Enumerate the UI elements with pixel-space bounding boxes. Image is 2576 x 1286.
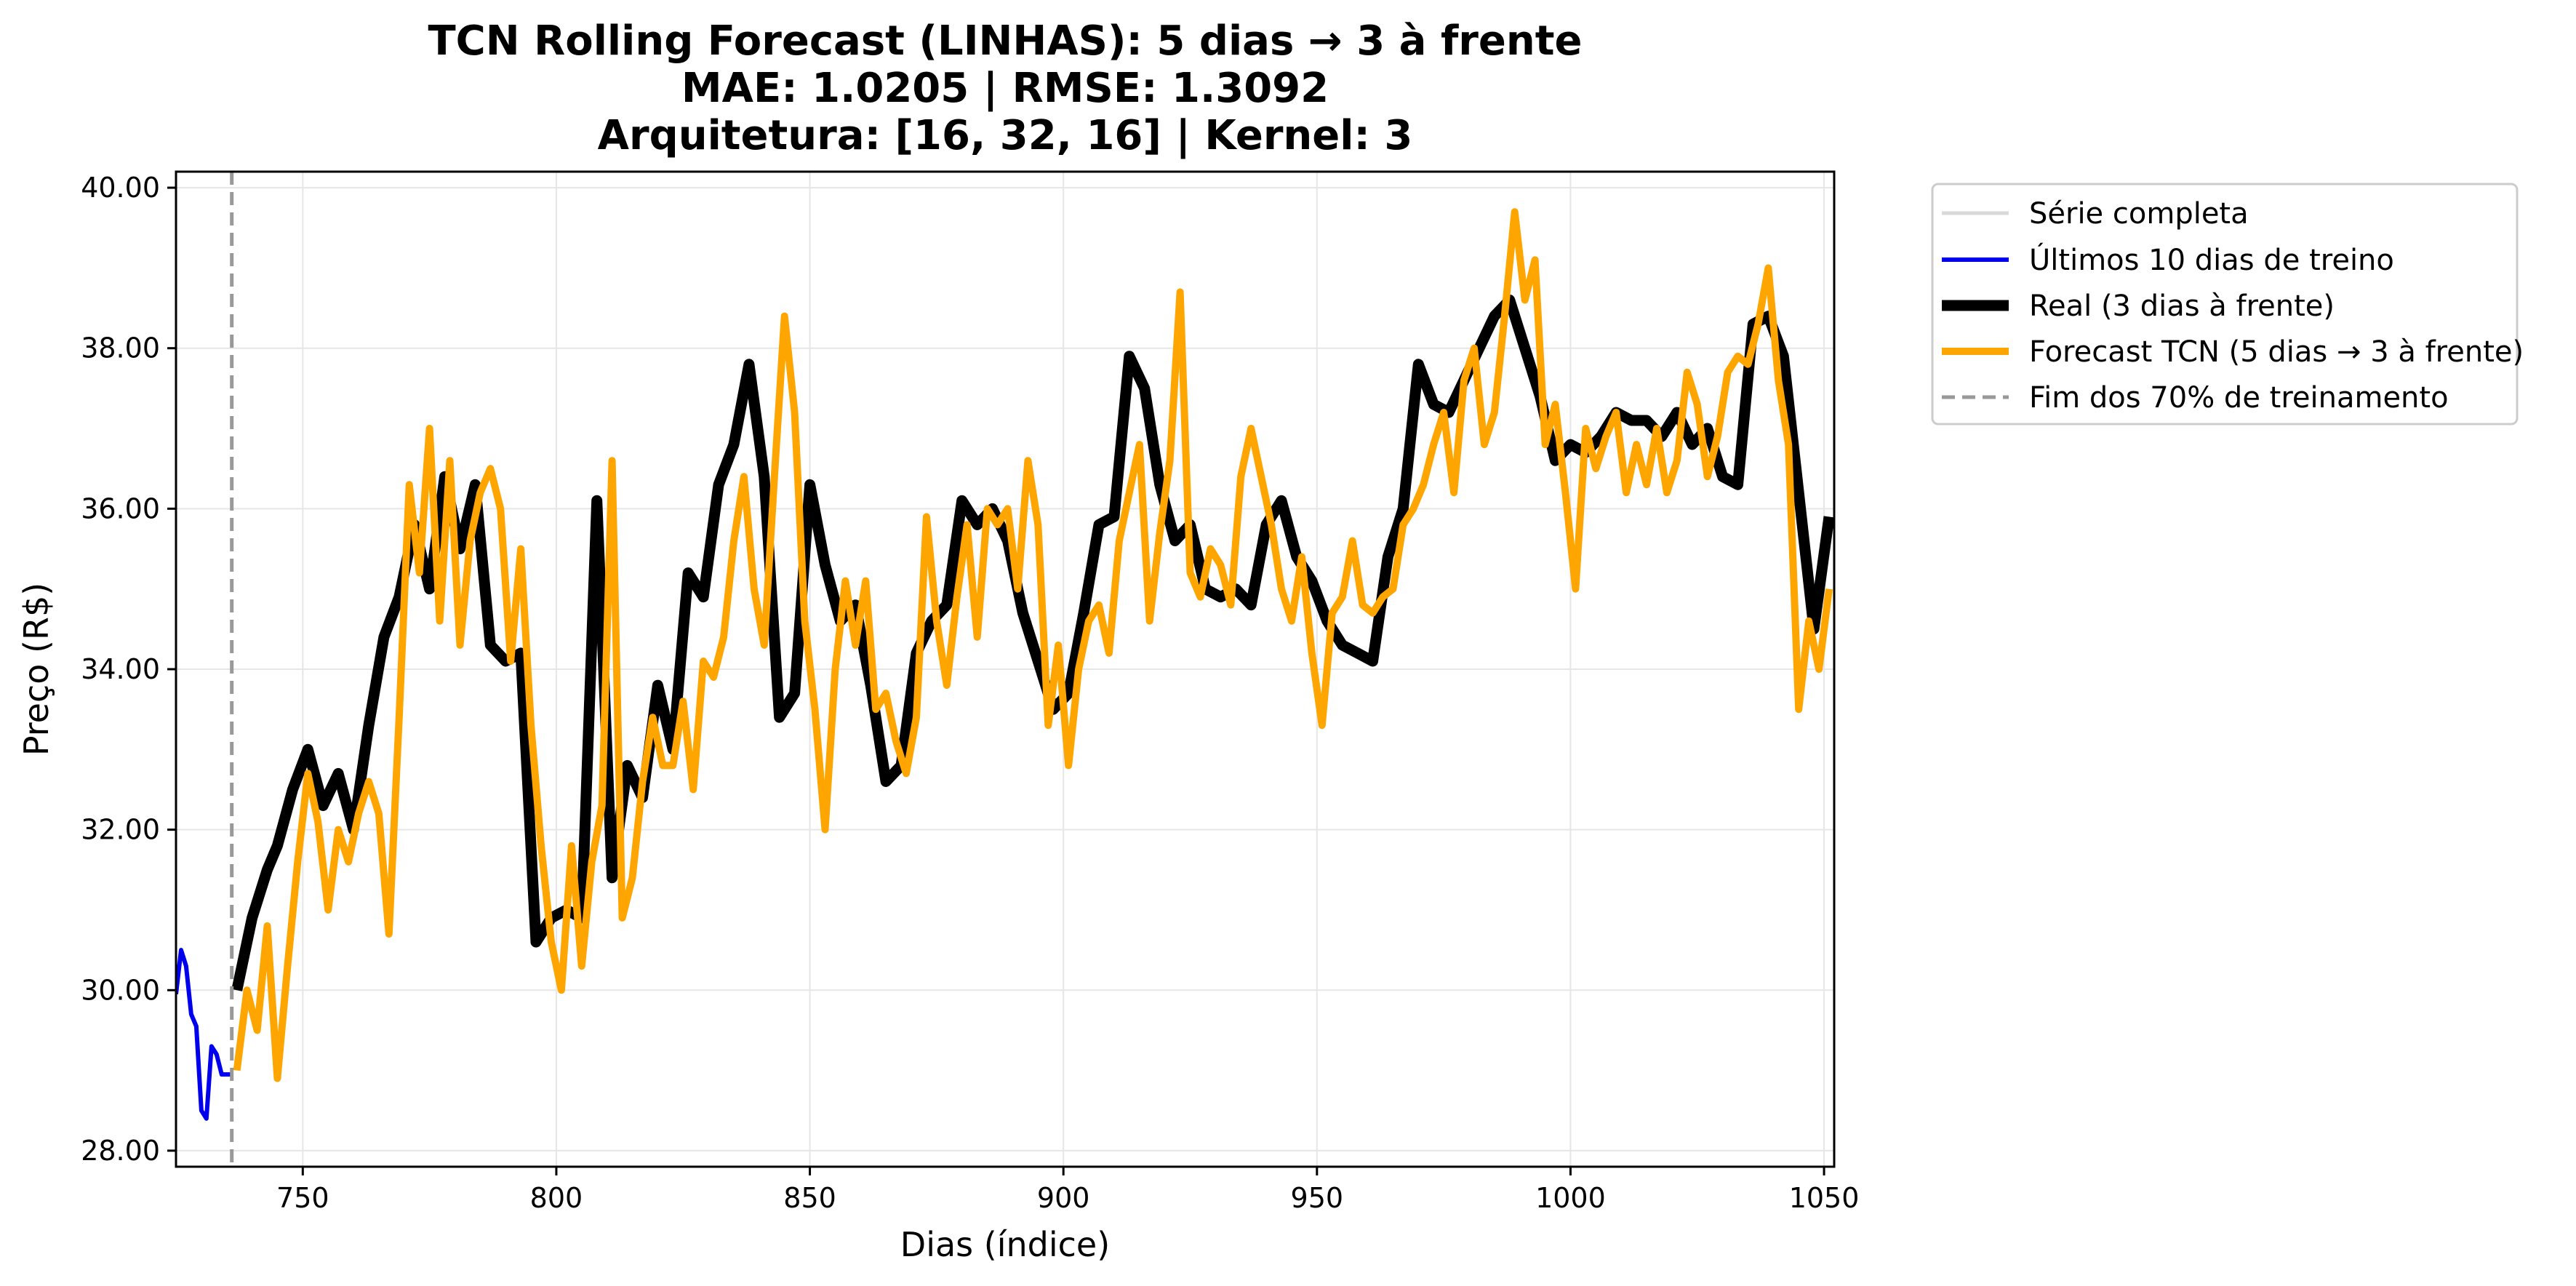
x-axis-label: Dias (índice) — [900, 1225, 1110, 1264]
x-tick-label: 850 — [783, 1182, 836, 1214]
y-tick-label: 38.00 — [81, 332, 160, 364]
y-tick-label: 34.00 — [81, 653, 160, 685]
y-tick-label: 40.00 — [81, 172, 160, 204]
legend-label-real: Real (3 dias à frente) — [2029, 289, 2335, 323]
legend-label-forecast: Forecast TCN (5 dias → 3 à frente) — [2029, 335, 2524, 369]
series-layer — [176, 172, 1834, 1167]
plot-series — [176, 172, 1834, 1167]
legend-label-ultimos-treino: Últimos 10 dias de treino — [2029, 242, 2394, 277]
series-ultimos-treino — [176, 948, 232, 1121]
title-line-2: MAE: 1.0205 | RMSE: 1.3092 — [681, 65, 1329, 112]
x-axis-ticks: 750 800 850 900 950 1000 1050 — [276, 1167, 1859, 1214]
chart-title: TCN Rolling Forecast (LINHAS): 5 dias → … — [428, 17, 1582, 159]
legend: Série completa Últimos 10 dias de treino… — [1931, 183, 2524, 426]
y-tick-label: 36.00 — [81, 492, 160, 524]
legend-box — [1931, 183, 2519, 426]
x-tick-label: 950 — [1291, 1182, 1344, 1214]
x-tick-label: 800 — [530, 1182, 583, 1214]
series-forecast — [233, 208, 1833, 1082]
x-tick-label: 900 — [1037, 1182, 1090, 1214]
x-tick-label: 1000 — [1535, 1182, 1606, 1214]
title-line-3: Arquitetura: [16, 32, 16] | Kernel: 3 — [598, 112, 1413, 159]
y-tick-label: 32.00 — [81, 814, 160, 846]
x-tick-label: 750 — [276, 1182, 329, 1214]
y-tick-label: 28.00 — [81, 1135, 160, 1167]
y-axis-label: Preço (R$) — [17, 583, 56, 756]
y-axis-ticks: 28.00 30.00 32.00 34.00 36.00 38.00 40.00 — [81, 172, 176, 1167]
y-tick-label: 30.00 — [81, 974, 160, 1006]
title-line-1: TCN Rolling Forecast (LINHAS): 5 dias → … — [428, 17, 1582, 65]
legend-label-serie-completa: Série completa — [2029, 197, 2249, 231]
legend-label-fim-treino: Fim dos 70% de treinamento — [2029, 381, 2449, 415]
x-tick-label: 1050 — [1789, 1182, 1860, 1214]
